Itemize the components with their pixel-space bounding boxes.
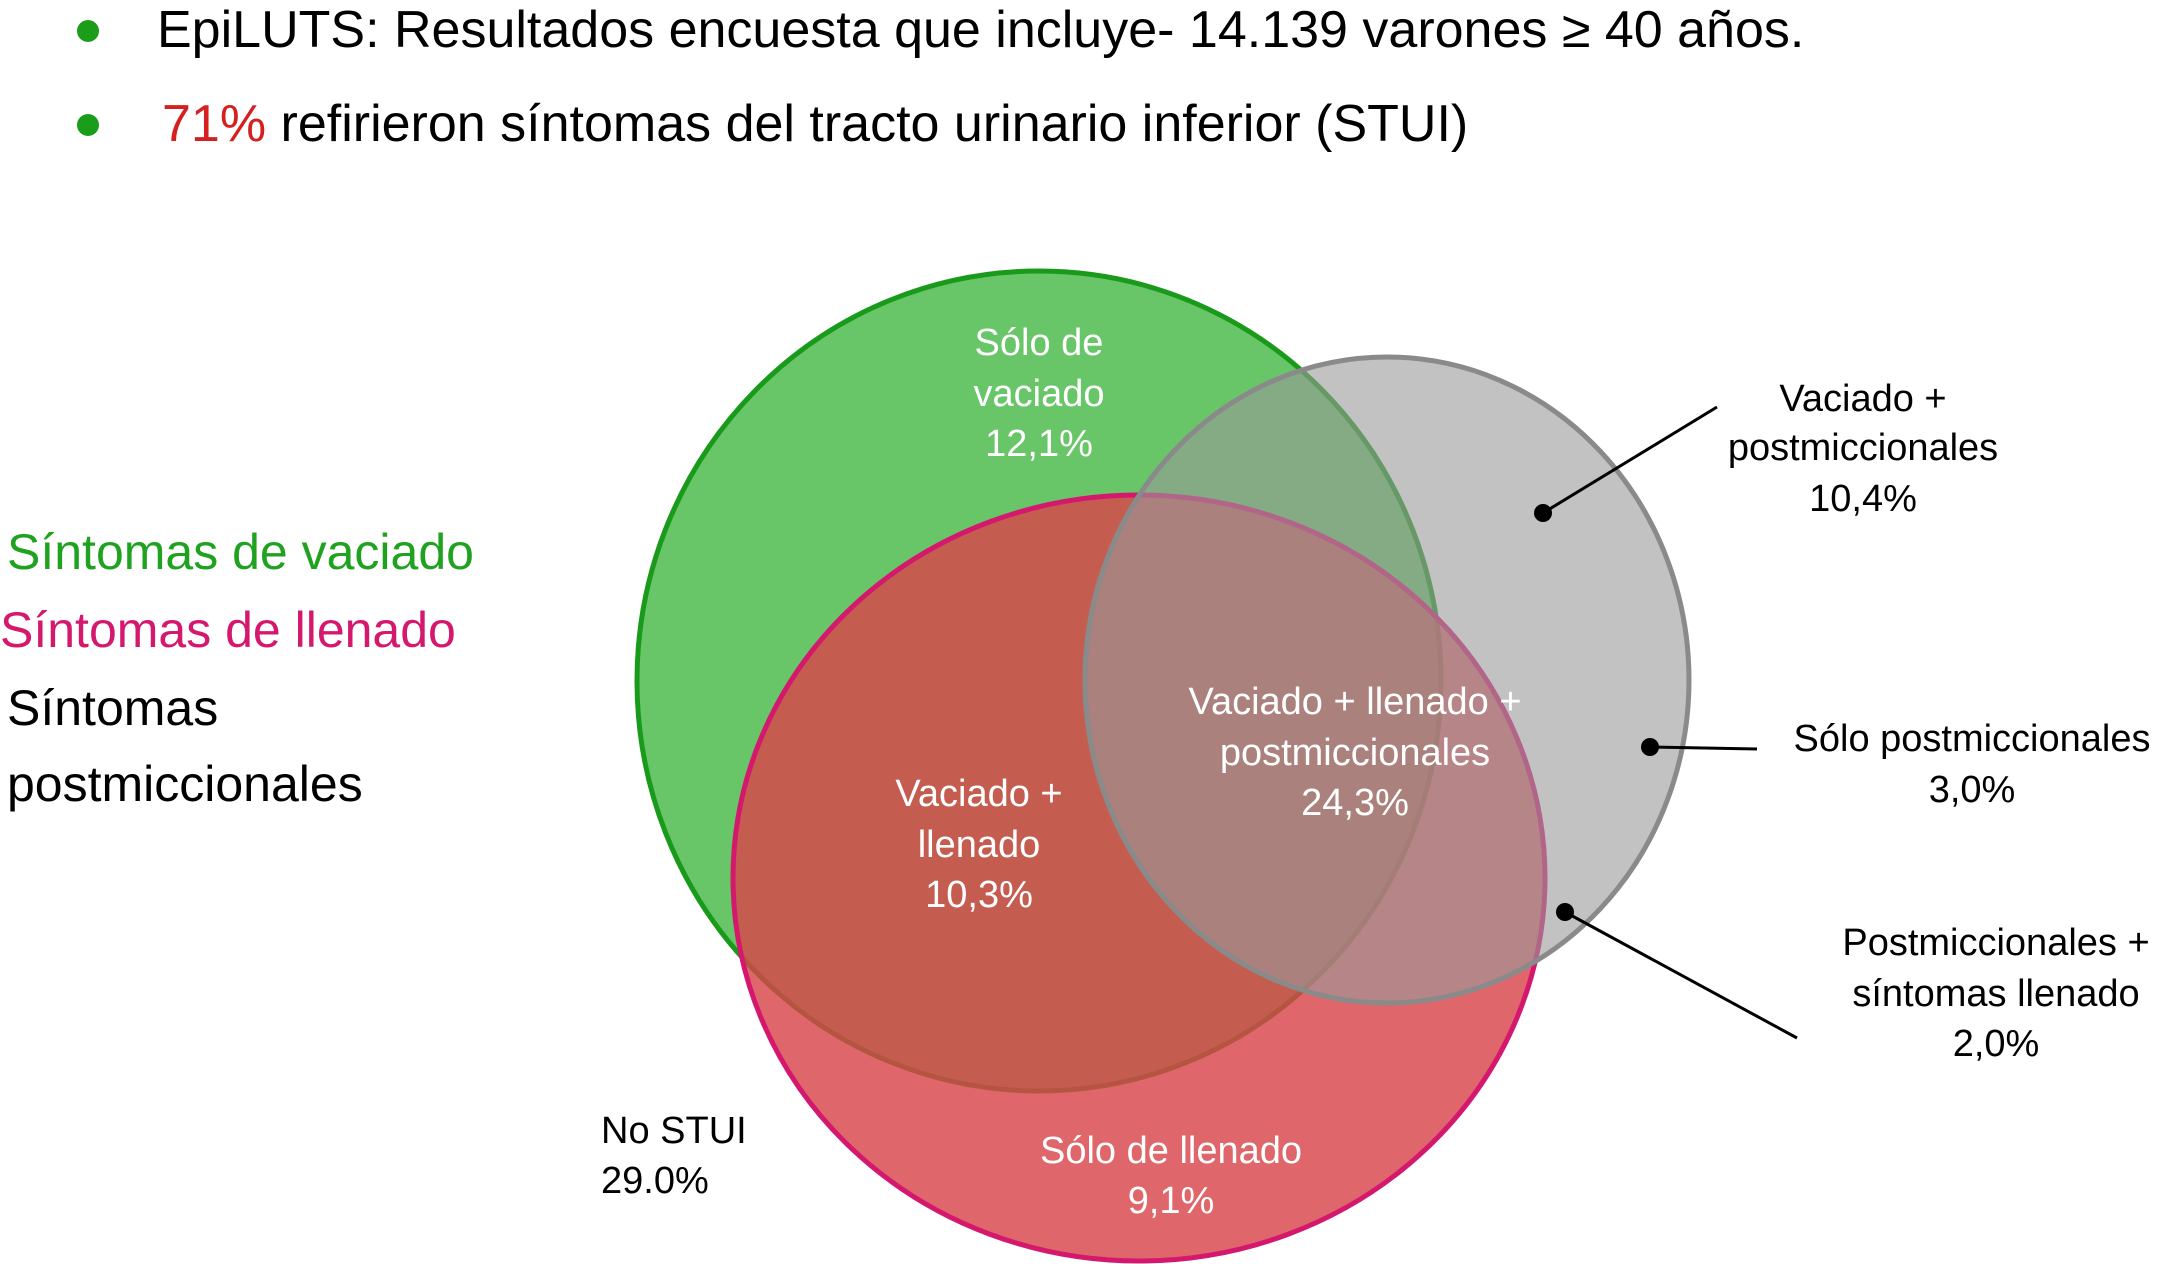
legend-voiding: Síntomas de vaciado <box>7 524 474 580</box>
leader-dot <box>1534 504 1552 522</box>
label-vaciado-post-1: Vaciado + <box>1779 378 1946 420</box>
leader-post-llenado <box>1564 910 1798 1040</box>
label-solo-post-2: 3,0% <box>1929 769 2016 811</box>
bullet-1-text: EpiLUTS: Resultados encuesta que incluye… <box>157 1 1805 59</box>
label-triple-1: Vaciado + llenado + <box>1188 681 1521 723</box>
label-vaciado-post-2: postmiccionales <box>1728 427 1998 469</box>
leader-dot <box>1556 903 1574 921</box>
label-triple-3: 24,3% <box>1301 782 1409 824</box>
label-no-stui-2: 29.0% <box>601 1160 709 1202</box>
label-solo-vaciado-3: 12,1% <box>985 423 1093 465</box>
bullet-dot-icon <box>77 20 99 42</box>
leader-dot <box>1641 738 1659 756</box>
label-vaciado-llenado-2: llenado <box>918 824 1041 866</box>
label-post-llenado-1: Postmiccionales + <box>1842 922 2149 964</box>
label-solo-vaciado-1: Sólo de <box>975 322 1104 364</box>
label-post-llenado-2: síntomas llenado <box>1852 973 2139 1015</box>
legend-post-line2: postmiccionales <box>7 756 363 812</box>
label-vaciado-llenado-1: Vaciado + <box>895 773 1062 815</box>
label-vaciado-post-3: 10,4% <box>1809 478 1917 520</box>
label-post-llenado-3: 2,0% <box>1953 1023 2040 1065</box>
label-vaciado-llenado-3: 10,3% <box>925 874 1033 916</box>
bullet-dot-icon <box>77 114 99 136</box>
bullet-2-highlight: 71% <box>162 95 267 153</box>
postmicturition-circle <box>1082 354 1692 1006</box>
label-solo-post-1: Sólo postmiccionales <box>1794 718 2151 760</box>
leader-solo-post <box>1649 745 1758 751</box>
label-solo-llenado-2: 9,1% <box>1128 1180 1215 1222</box>
bullet-2-rest: refirieron síntomas del tracto urinario … <box>266 95 1469 153</box>
label-solo-llenado-1: Sólo de llenado <box>1040 1130 1302 1172</box>
label-no-stui-1: No STUI <box>601 1110 747 1152</box>
label-solo-vaciado-2: vaciado <box>974 373 1105 415</box>
label-triple-2: postmiccionales <box>1220 732 1490 774</box>
legend-post-line1: Síntomas <box>7 680 219 736</box>
legend-storage: Síntomas de llenado <box>0 602 456 658</box>
leader-vaciado-post <box>1542 405 1718 515</box>
bullet-2-text: 71% refirieron síntomas del tracto urina… <box>162 94 1468 154</box>
